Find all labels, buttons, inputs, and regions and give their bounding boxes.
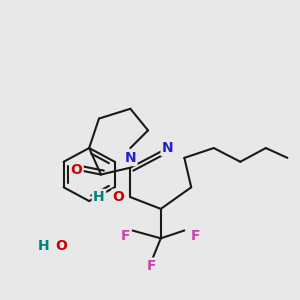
Text: H: H	[93, 190, 105, 204]
Text: O: O	[113, 190, 124, 204]
Text: H: H	[38, 239, 50, 253]
Text: F: F	[147, 259, 157, 273]
Text: O: O	[56, 239, 68, 253]
Text: N: N	[162, 141, 173, 155]
Text: N: N	[124, 151, 136, 165]
Text: F: F	[190, 230, 200, 243]
Text: F: F	[121, 230, 130, 243]
Text: O: O	[70, 163, 82, 177]
